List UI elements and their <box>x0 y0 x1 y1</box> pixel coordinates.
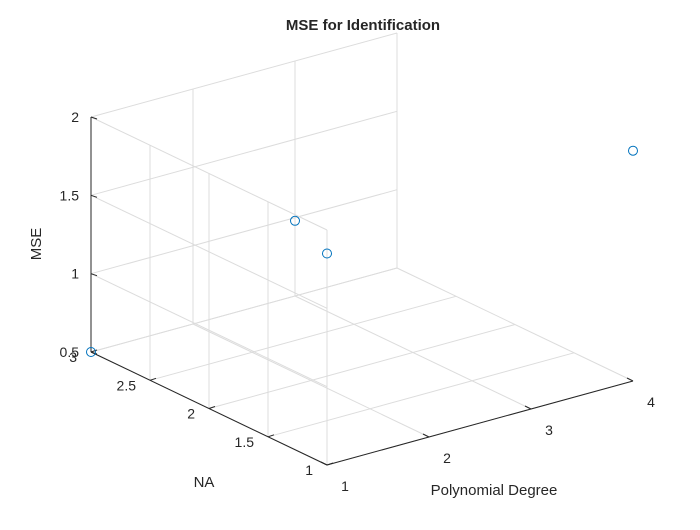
x-axis-line <box>326 380 634 466</box>
x-axis-label: Polynomial Degree <box>431 482 558 499</box>
grid-line-y-floor <box>208 324 516 409</box>
y-tick-mark <box>326 462 334 466</box>
z-tick-label: 2 <box>71 109 79 125</box>
y-tick-label: 1 <box>305 462 313 478</box>
grid-line-z-back <box>90 267 398 353</box>
y-tick-label: 2.5 <box>117 377 137 393</box>
z-axis-label: MSE <box>28 228 45 261</box>
x-tick-mark <box>626 377 634 382</box>
y-tick-label: 3 <box>69 349 77 365</box>
y-tick-mark <box>90 349 98 353</box>
z-tick-mark <box>90 351 98 355</box>
x-tick-mark <box>320 461 328 466</box>
data-point <box>290 215 300 226</box>
axes <box>90 116 634 466</box>
z-tick-label: 0.5 <box>60 344 80 360</box>
x-tick-label: 2 <box>443 450 451 466</box>
y-tick-label: 1.5 <box>235 434 255 450</box>
chart-title: MSE for Identification <box>286 17 440 34</box>
grid-line-z-back <box>90 110 398 196</box>
data-points <box>86 145 638 357</box>
y-axis-label: NA <box>194 474 215 491</box>
y-tick-mark <box>267 434 275 438</box>
grid-line-y-floor <box>149 295 457 381</box>
x-tick-label: 4 <box>647 394 655 410</box>
data-point <box>86 347 96 357</box>
grid-line-z-side <box>90 116 328 231</box>
grid-lines <box>90 32 634 466</box>
data-point <box>628 145 638 156</box>
z-tick-label: 1 <box>71 266 79 282</box>
z-tick-mark <box>90 116 98 120</box>
x-tick-mark <box>524 405 532 410</box>
grid-line-z-side <box>90 273 328 388</box>
grid-line-z-side <box>90 194 328 309</box>
x-tick-label: 1 <box>341 478 349 494</box>
y-tick-mark <box>208 406 216 409</box>
grid-line-z-back <box>90 32 398 118</box>
grid-line-z-back <box>90 189 398 275</box>
y-tick-mark <box>149 377 157 381</box>
z-tick-label: 1.5 <box>60 187 80 203</box>
y-tick-label: 2 <box>187 406 195 422</box>
grid-line-y-floor <box>267 352 575 438</box>
x-tick-mark <box>422 433 430 438</box>
z-tick-mark <box>90 194 98 198</box>
data-point <box>322 248 332 259</box>
x-tick-label: 3 <box>545 422 553 438</box>
z-tick-mark <box>90 273 98 277</box>
